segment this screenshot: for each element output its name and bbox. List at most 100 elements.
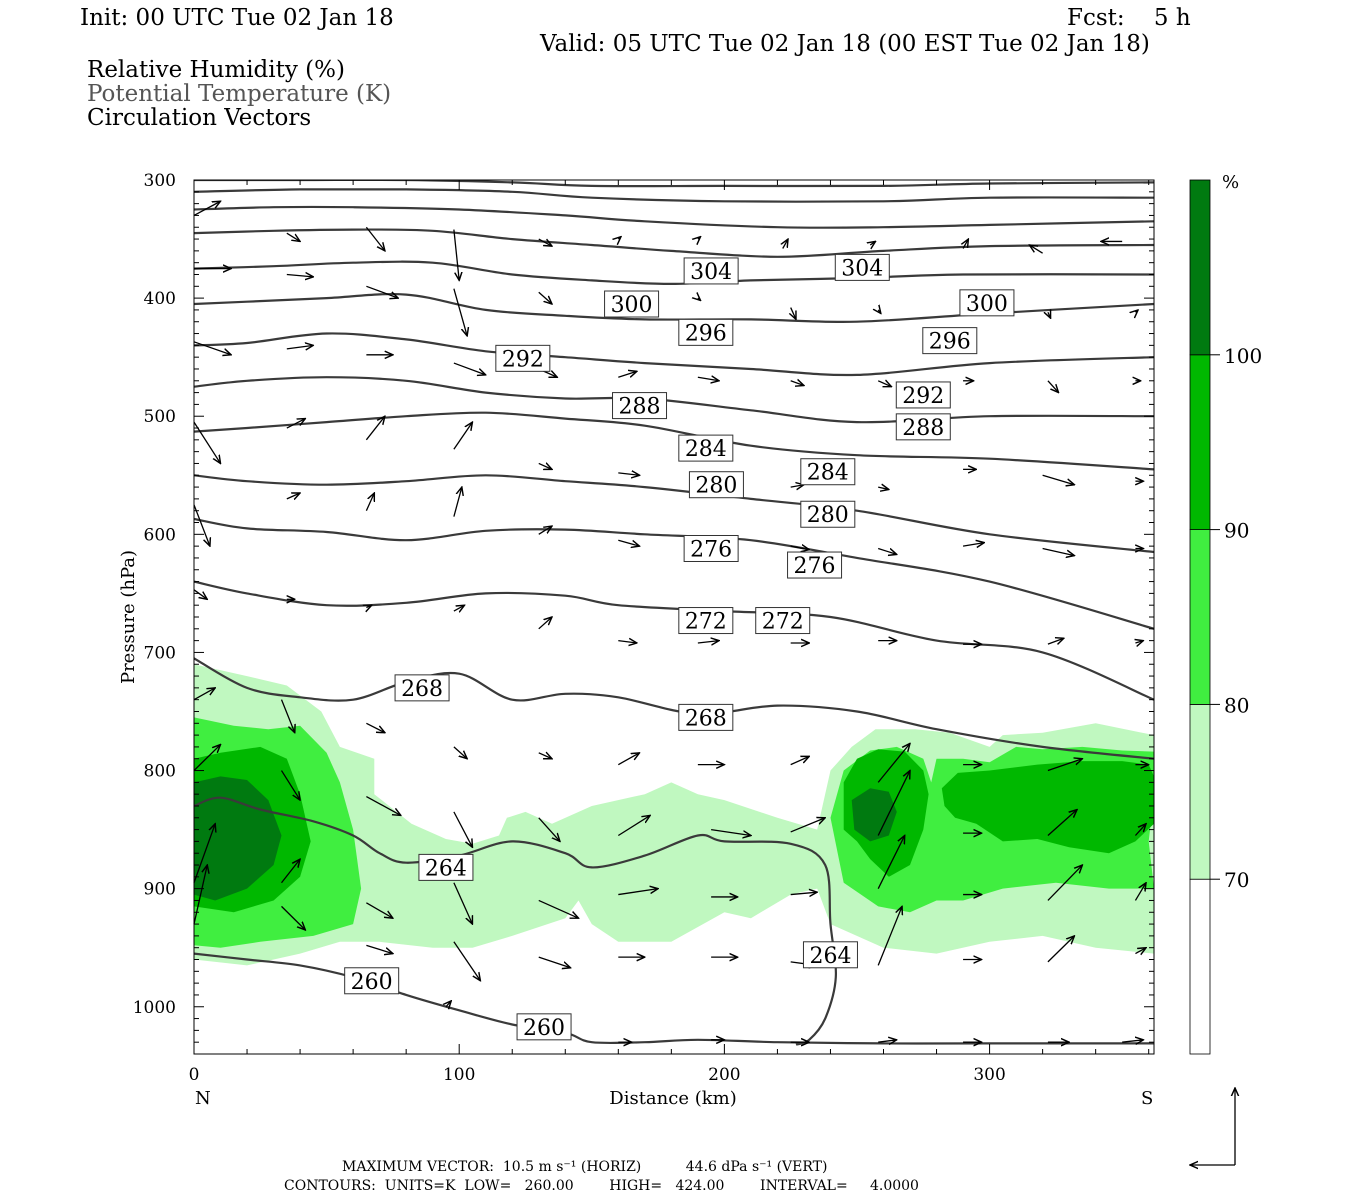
contour-label-276-1: 276 bbox=[787, 551, 843, 579]
circulation-vector bbox=[281, 859, 301, 884]
theta-contours bbox=[194, 180, 1154, 1046]
circulation-vector bbox=[193, 589, 207, 599]
circulation-vector bbox=[453, 288, 467, 336]
contour-label-300-0: 300 bbox=[604, 290, 660, 318]
circulation-vector bbox=[711, 828, 751, 836]
svg-text:288: 288 bbox=[902, 416, 944, 441]
circulation-vector bbox=[453, 882, 473, 924]
circulation-vector bbox=[538, 463, 552, 469]
circulation-vector bbox=[286, 419, 306, 429]
circulation-vector bbox=[877, 836, 905, 889]
y-axis-title: Pressure (hPa) bbox=[118, 550, 139, 684]
theta-contour-280 bbox=[194, 474, 1154, 554]
svg-text:264: 264 bbox=[425, 856, 467, 881]
contour-label-284-1: 284 bbox=[800, 458, 856, 486]
y-tick-label: 500 bbox=[144, 407, 176, 427]
rh-region-90-100-2 bbox=[941, 761, 1154, 854]
circulation-vector bbox=[280, 770, 301, 801]
circulation-vector bbox=[1048, 312, 1051, 318]
contour-label-268-1: 268 bbox=[678, 703, 734, 731]
circulation-vector bbox=[538, 291, 552, 304]
svg-text:292: 292 bbox=[502, 347, 544, 372]
contour-label-296-0: 296 bbox=[678, 318, 734, 346]
circulation-vector bbox=[878, 547, 897, 554]
field-rh: Relative Humidity (%) bbox=[87, 57, 345, 83]
circulation-vector bbox=[870, 241, 875, 245]
svg-text:268: 268 bbox=[401, 677, 443, 702]
y-tick-label: 900 bbox=[144, 880, 176, 900]
circulation-vector bbox=[790, 381, 804, 386]
circulation-vector bbox=[366, 722, 385, 732]
svg-text:296: 296 bbox=[929, 330, 971, 355]
circulation-vector bbox=[1047, 936, 1075, 963]
x-tick-label: 200 bbox=[708, 1065, 740, 1085]
svg-text:284: 284 bbox=[685, 437, 727, 462]
svg-text:260: 260 bbox=[351, 970, 393, 995]
y-tick-label: 800 bbox=[144, 762, 176, 782]
svg-text:304: 304 bbox=[690, 260, 732, 285]
circulation-vector bbox=[618, 473, 639, 475]
y-tick-label: 700 bbox=[144, 643, 176, 663]
colorbar-label: 90 bbox=[1224, 519, 1249, 543]
circulation-vector bbox=[1029, 245, 1043, 254]
theta-contour-296 bbox=[194, 292, 1154, 323]
colorbar-segment bbox=[1189, 704, 1211, 880]
circulation-vector bbox=[193, 745, 221, 772]
footer-max-vector: MAXIMUM VECTOR: 10.5 m s⁻¹ (HORIZ) 44.6 … bbox=[342, 1159, 827, 1175]
svg-text:300: 300 bbox=[611, 293, 653, 318]
svg-text:272: 272 bbox=[762, 610, 804, 635]
circulation-vector bbox=[286, 274, 314, 276]
theta-contour-276 bbox=[194, 517, 1154, 630]
svg-text:276: 276 bbox=[690, 537, 732, 562]
circulation-vector bbox=[618, 539, 639, 546]
vector-key-icon bbox=[1190, 1088, 1235, 1165]
circulation-vector bbox=[791, 307, 796, 320]
contour-label-288-0: 288 bbox=[612, 392, 668, 420]
theta-contour-268 bbox=[194, 657, 1154, 760]
circulation-vector bbox=[790, 546, 810, 550]
circulation-vector bbox=[877, 906, 902, 966]
circulation-vector bbox=[453, 487, 462, 517]
contour-label-264-1: 264 bbox=[802, 941, 858, 969]
circulation-vector bbox=[193, 865, 207, 925]
circulation-vector bbox=[1047, 380, 1059, 393]
contour-label-280-1: 280 bbox=[800, 500, 856, 528]
svg-text:280: 280 bbox=[807, 503, 849, 528]
circulation-vector bbox=[538, 817, 560, 842]
circulation-vector bbox=[365, 416, 385, 441]
circulation-vector bbox=[1047, 759, 1082, 772]
circulation-vector bbox=[453, 605, 465, 611]
circulation-vector bbox=[453, 229, 459, 281]
contour-label-260-1: 260 bbox=[516, 1013, 572, 1041]
circulation-vector bbox=[1134, 824, 1146, 836]
svg-text:284: 284 bbox=[807, 461, 849, 486]
x-end-label-south: S bbox=[1141, 1088, 1153, 1109]
colorbar-label: 80 bbox=[1224, 693, 1249, 717]
circulation-vector bbox=[790, 892, 818, 894]
circulation-vector bbox=[1135, 641, 1143, 643]
theta-contour-292 bbox=[194, 332, 1154, 377]
colorbar-segment bbox=[1189, 179, 1211, 356]
svg-text:296: 296 bbox=[685, 321, 727, 346]
circulation-vector bbox=[783, 239, 788, 249]
circulation-vector bbox=[618, 371, 637, 378]
circulation-vector bbox=[617, 815, 650, 837]
circulation-vector bbox=[1042, 547, 1075, 555]
contour-label-292-1: 292 bbox=[895, 381, 951, 409]
circulation-vector bbox=[280, 699, 295, 733]
svg-text:276: 276 bbox=[794, 554, 836, 579]
axes: 0 100 200 300 300 400 500 600 700 800 900 1000 bbox=[133, 171, 1155, 1085]
contour-label-292-0: 292 bbox=[495, 344, 551, 372]
x-tick-label: 100 bbox=[443, 1065, 475, 1085]
contour-label-304-1: 304 bbox=[834, 253, 890, 281]
theta-contour-272 bbox=[194, 580, 1154, 701]
init-time: Init: 00 UTC Tue 02 Jan 18 bbox=[80, 5, 394, 31]
theta-contour-284 bbox=[194, 411, 1154, 471]
theta-contour-300 bbox=[194, 260, 1154, 286]
circulation-vector bbox=[366, 902, 393, 918]
circulation-vector bbox=[618, 641, 637, 643]
circulation-vector bbox=[366, 944, 393, 953]
circulation-vector bbox=[281, 905, 306, 930]
contour-label-296-1: 296 bbox=[922, 327, 978, 355]
